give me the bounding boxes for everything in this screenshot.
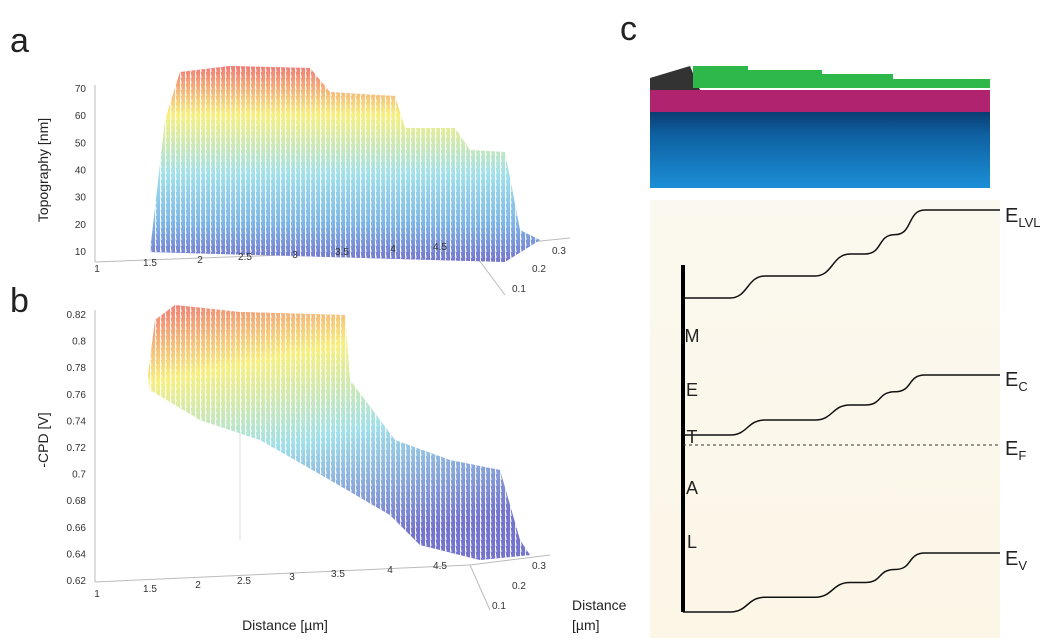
z-tick-label: 0.82	[67, 310, 87, 321]
topography-mesh	[150, 66, 540, 262]
z-tick-label: 0.72	[67, 443, 87, 454]
x-tick-label: 2.5	[237, 576, 251, 587]
band-edge	[683, 374, 1000, 436]
depth-axis-label: [µm]	[572, 617, 600, 633]
depth-axis-label: Distance	[572, 597, 627, 613]
z-tick-label: 70	[75, 84, 87, 95]
level-label: EV	[1005, 548, 1027, 573]
metal-letter: L	[687, 532, 697, 552]
level-main: E	[1005, 548, 1018, 570]
level-label: EC	[1005, 369, 1028, 394]
panel-label: a	[10, 22, 29, 60]
level-sub: C	[1018, 379, 1027, 394]
tip-shadow	[650, 66, 700, 90]
substrate	[650, 110, 990, 188]
x-tick-label: 4.5	[433, 242, 447, 253]
x-tick-label: 4.5	[433, 561, 447, 572]
depth-tick-label: 0.1	[512, 284, 526, 295]
level-sub: LVL	[1018, 215, 1040, 230]
metal-letter: T	[687, 427, 698, 447]
z-tick-label: 0.74	[67, 416, 87, 427]
z-tick-label: 0.7	[72, 470, 86, 481]
x-tick-label: 2	[197, 255, 203, 266]
cpd-mesh	[148, 305, 530, 560]
z-tick-label: 10	[75, 247, 87, 258]
z-tick-label: 0.62	[67, 576, 87, 587]
x-tick-label: 4	[390, 244, 396, 255]
x-tick-label: 1	[94, 264, 100, 275]
x-tick-label: 3	[292, 250, 298, 261]
z-tick-label: 50	[75, 138, 87, 149]
level-label: ELVL	[1005, 205, 1041, 230]
z-tick-label: 0.68	[67, 496, 87, 507]
band-edge	[683, 552, 1000, 613]
band-diagram-bg	[650, 200, 1000, 638]
x-tick-label: 1.5	[143, 584, 157, 595]
x-tick-label: 2.5	[238, 252, 252, 263]
depth-tick-label: 0.2	[512, 581, 526, 592]
z-axis-label: Topography [nm]	[35, 118, 51, 222]
x-tick-label: 1	[94, 589, 100, 600]
z-tick-label: 0.76	[67, 390, 87, 401]
z-tick-label: 0.8	[72, 337, 86, 348]
depth-tick-label: 0.1	[492, 601, 506, 612]
metal-letter: A	[686, 478, 698, 498]
z-tick-label: 0.64	[67, 549, 87, 560]
depth-tick-label: 0.3	[532, 561, 546, 572]
level-sub: F	[1018, 448, 1026, 463]
panel-label: c	[620, 10, 637, 48]
z-tick-label: 30	[75, 193, 87, 204]
level-main: E	[1005, 369, 1018, 391]
level-label: EF	[1005, 438, 1026, 463]
z-tick-label: 0.66	[67, 523, 87, 534]
x-tick-label: 3.5	[331, 569, 345, 580]
oxide-layer	[650, 90, 990, 112]
panel-label: b	[10, 282, 29, 320]
depth-tick-label: 0.2	[532, 264, 546, 275]
z-tick-label: 0.78	[67, 363, 87, 374]
depth-tick-label: 0.3	[552, 246, 566, 257]
level-main: E	[1005, 205, 1018, 227]
z-tick-label: 40	[75, 166, 87, 177]
x-tick-label: 1.5	[143, 258, 157, 269]
level-main: E	[1005, 438, 1018, 460]
x-tick-label: 3.5	[335, 247, 349, 258]
metal-letter: M	[685, 326, 700, 346]
level-sub: V	[1018, 558, 1027, 573]
metal-letter: E	[686, 380, 698, 400]
z-tick-label: 60	[75, 111, 87, 122]
x-tick-label: 2	[195, 580, 201, 591]
z-tick-label: 20	[75, 220, 87, 231]
x-axis-label: Distance [µm]	[242, 617, 328, 633]
x-tick-label: 3	[289, 572, 295, 583]
z-axis-label: -CPD [V]	[35, 412, 51, 467]
x-tick-label: 4	[387, 565, 393, 576]
band-edge	[683, 209, 1000, 299]
step-layers	[693, 66, 990, 88]
